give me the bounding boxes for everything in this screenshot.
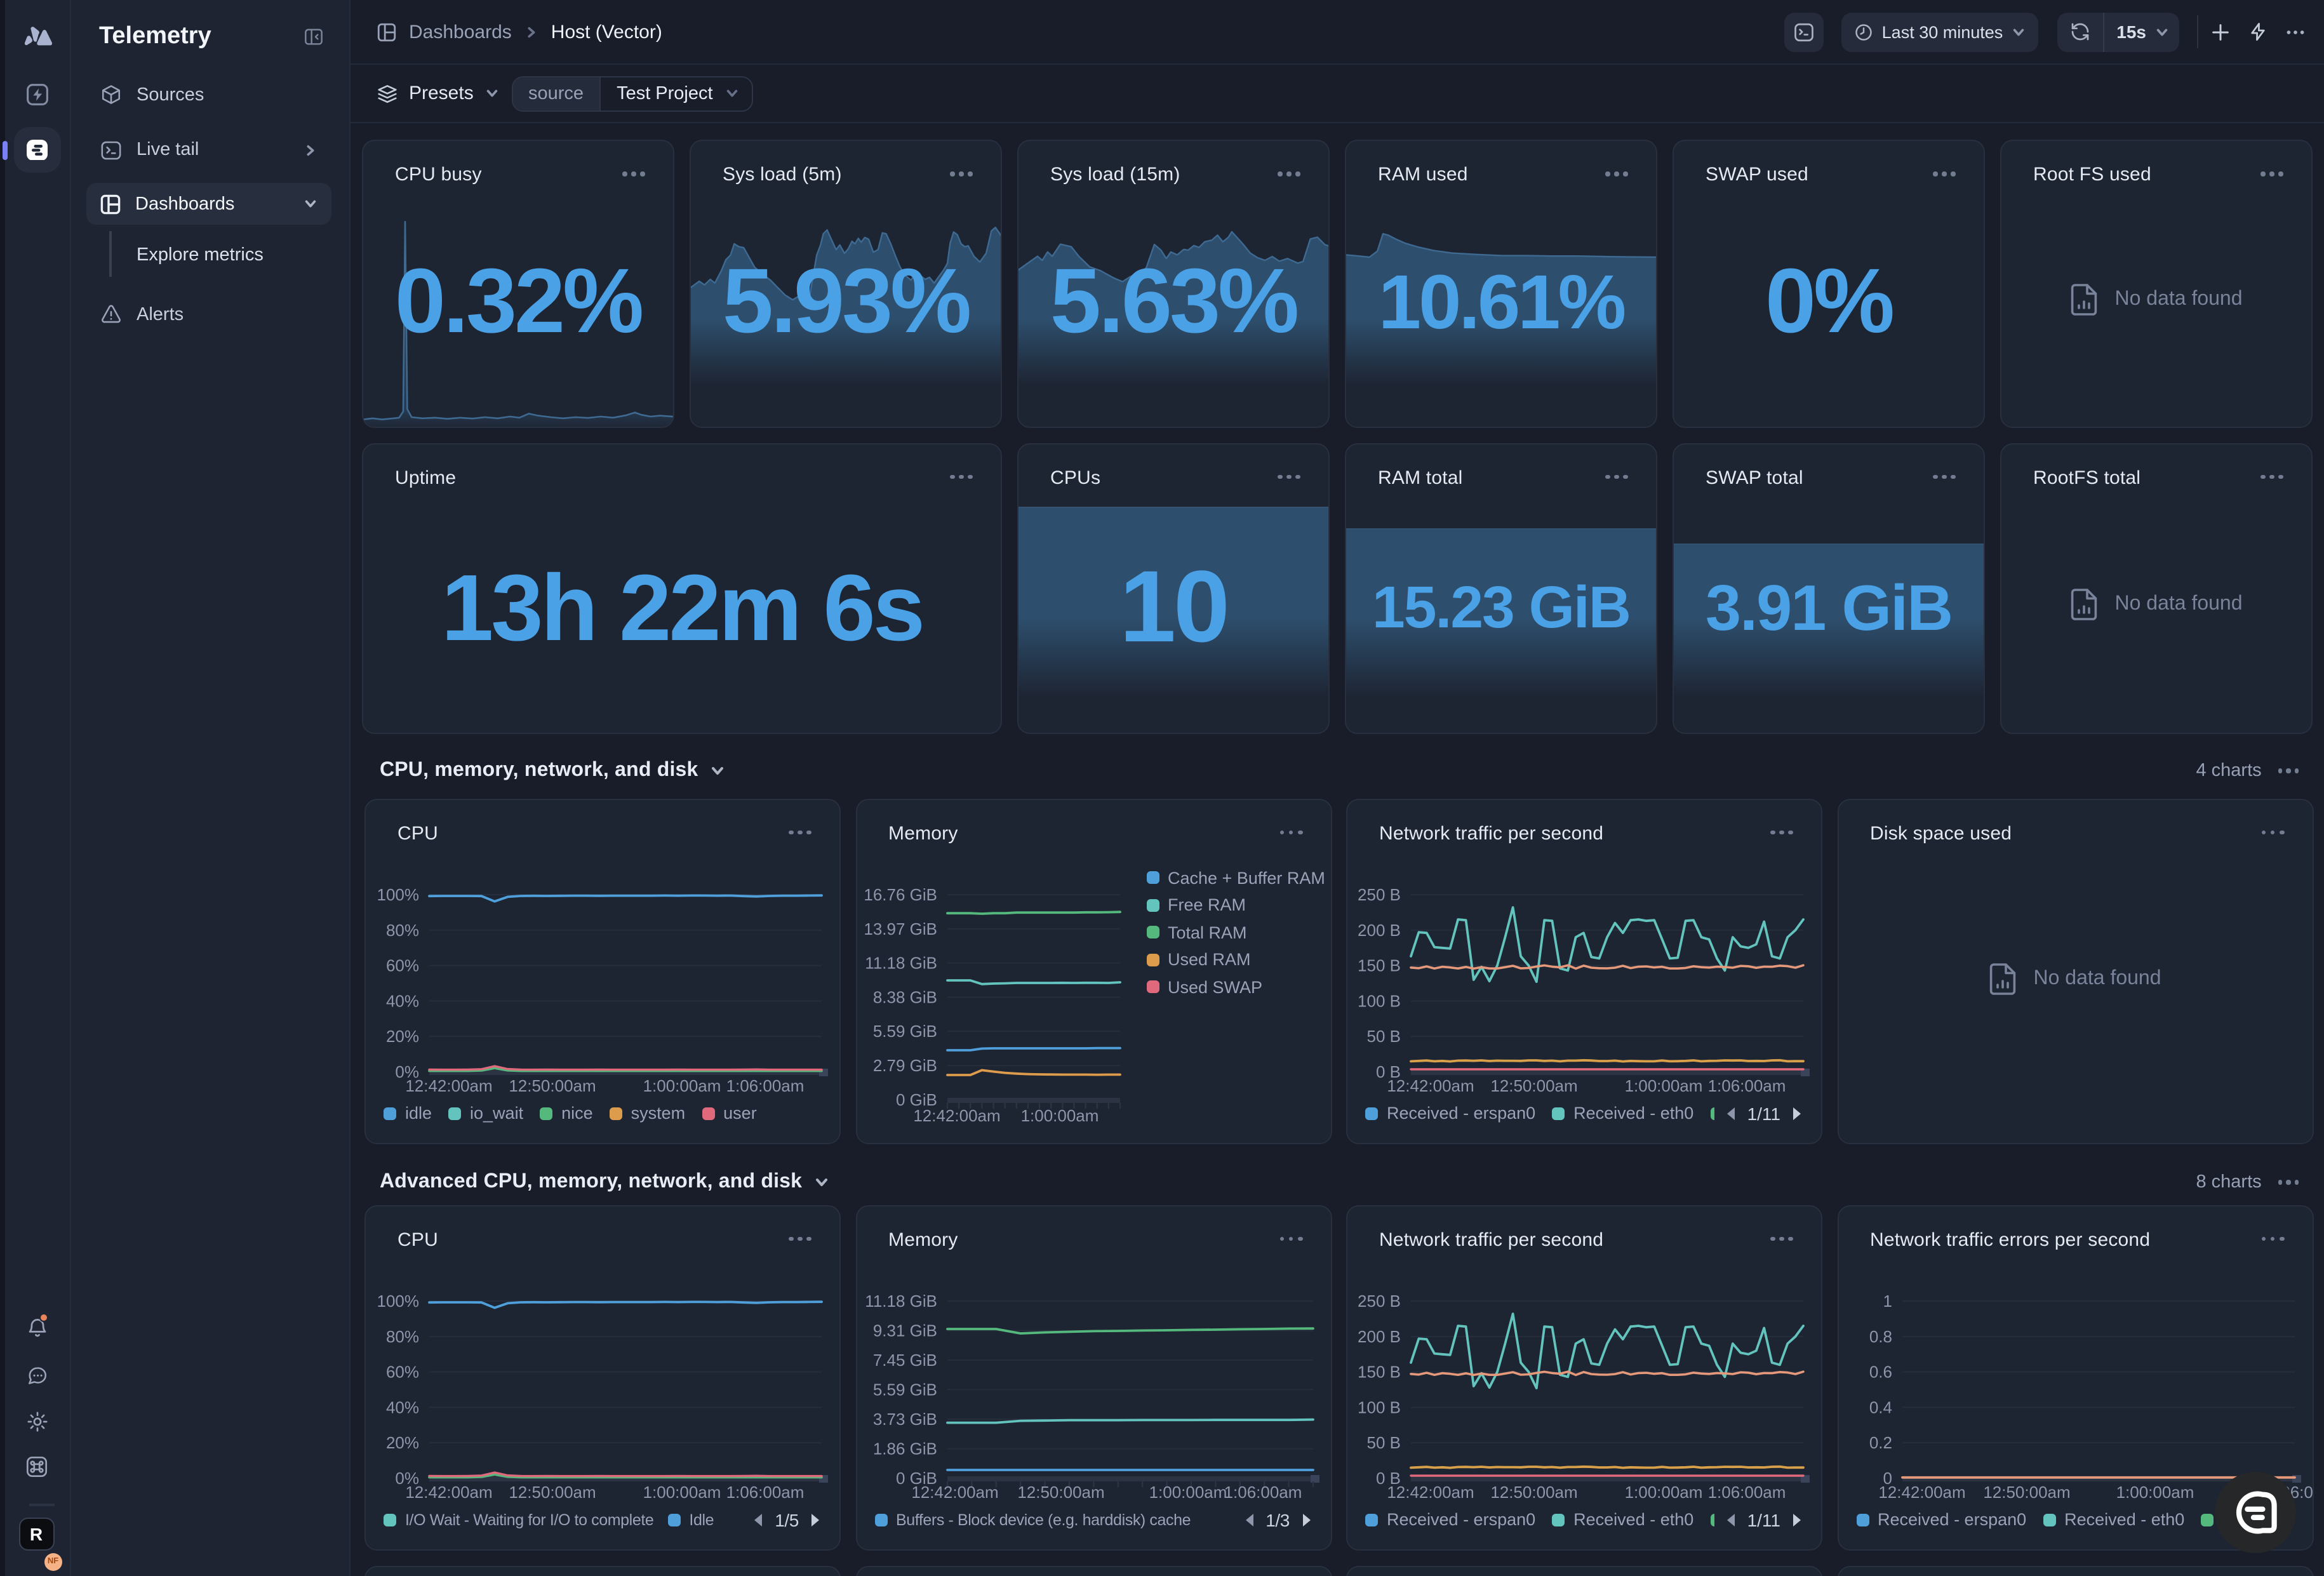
- svg-text:200 B: 200 B: [1358, 1326, 1401, 1346]
- svg-text:60%: 60%: [386, 1362, 419, 1381]
- svg-text:12:50:00am: 12:50:00am: [1017, 1482, 1104, 1501]
- svg-text:250 B: 250 B: [1358, 1291, 1401, 1310]
- svg-text:1:00:00am: 1:00:00am: [2116, 1482, 2194, 1501]
- svg-text:2.79 GiB: 2.79 GiB: [872, 1055, 937, 1074]
- svg-text:9.31 GiB: 9.31 GiB: [872, 1321, 937, 1340]
- svg-text:1:06:00am: 1:06:00am: [726, 1482, 805, 1501]
- svg-text:7.45 GiB: 7.45 GiB: [872, 1350, 937, 1369]
- svg-text:1:00:00am: 1:00:00am: [643, 1482, 721, 1501]
- svg-text:0%: 0%: [395, 1062, 419, 1081]
- svg-text:0 B: 0 B: [1376, 1468, 1401, 1487]
- svg-text:0: 0: [1883, 1468, 1892, 1487]
- svg-text:0.6: 0.6: [1869, 1362, 1892, 1381]
- svg-text:13.97 GiB: 13.97 GiB: [863, 919, 937, 938]
- svg-text:1: 1: [1883, 1291, 1892, 1310]
- svg-text:150 B: 150 B: [1358, 956, 1401, 975]
- svg-text:12:50:00am: 12:50:00am: [1490, 1482, 1577, 1501]
- svg-text:12:42:00am: 12:42:00am: [405, 1076, 492, 1095]
- svg-text:0 GiB: 0 GiB: [895, 1090, 937, 1109]
- svg-text:1:06:00am: 1:06:00am: [1708, 1482, 1786, 1501]
- svg-text:8.38 GiB: 8.38 GiB: [872, 987, 937, 1006]
- svg-text:1:06:00am: 1:06:00am: [726, 1076, 805, 1095]
- svg-text:3.73 GiB: 3.73 GiB: [872, 1409, 937, 1428]
- svg-text:12:42:00am: 12:42:00am: [405, 1482, 492, 1501]
- svg-text:1:00:00am: 1:00:00am: [1149, 1482, 1227, 1501]
- svg-text:5.59 GiB: 5.59 GiB: [872, 1380, 937, 1399]
- svg-text:0 B: 0 B: [1376, 1062, 1401, 1081]
- svg-text:11.18 GiB: 11.18 GiB: [864, 953, 937, 972]
- svg-text:12:42:00am: 12:42:00am: [912, 1105, 999, 1125]
- svg-text:1:06:00am: 1:06:00am: [1224, 1482, 1302, 1501]
- svg-text:100 B: 100 B: [1358, 1397, 1401, 1416]
- svg-text:80%: 80%: [386, 920, 419, 939]
- svg-text:1:00:00am: 1:00:00am: [643, 1076, 721, 1095]
- svg-text:12:42:00am: 12:42:00am: [1387, 1482, 1474, 1501]
- svg-text:0.4: 0.4: [1869, 1397, 1892, 1416]
- svg-text:12:50:00am: 12:50:00am: [1982, 1482, 2069, 1501]
- svg-text:150 B: 150 B: [1358, 1362, 1401, 1381]
- svg-text:5.59 GiB: 5.59 GiB: [872, 1021, 937, 1040]
- svg-text:12:42:00am: 12:42:00am: [911, 1482, 998, 1501]
- svg-text:12:50:00am: 12:50:00am: [509, 1482, 596, 1501]
- svg-text:80%: 80%: [386, 1326, 419, 1346]
- svg-text:12:50:00am: 12:50:00am: [509, 1076, 596, 1095]
- svg-text:100 B: 100 B: [1358, 991, 1401, 1010]
- svg-text:20%: 20%: [386, 1432, 419, 1452]
- svg-text:0 GiB: 0 GiB: [895, 1468, 937, 1487]
- svg-text:50 B: 50 B: [1367, 1026, 1401, 1045]
- svg-text:1:06:00am: 1:06:00am: [1708, 1076, 1786, 1095]
- svg-text:16.76 GiB: 16.76 GiB: [863, 885, 937, 904]
- svg-text:20%: 20%: [386, 1026, 419, 1045]
- svg-text:12:42:00am: 12:42:00am: [1387, 1076, 1474, 1095]
- svg-text:1:00:00am: 1:00:00am: [1625, 1076, 1703, 1095]
- svg-text:250 B: 250 B: [1358, 885, 1401, 904]
- svg-text:11.18 GiB: 11.18 GiB: [864, 1291, 937, 1310]
- svg-text:100%: 100%: [377, 1291, 420, 1310]
- svg-text:40%: 40%: [386, 1397, 419, 1416]
- svg-text:50 B: 50 B: [1367, 1432, 1401, 1452]
- svg-text:0.8: 0.8: [1869, 1326, 1892, 1346]
- svg-text:40%: 40%: [386, 991, 419, 1010]
- svg-text:60%: 60%: [386, 956, 419, 975]
- svg-text:0%: 0%: [395, 1468, 419, 1487]
- svg-text:12:42:00am: 12:42:00am: [1878, 1482, 1965, 1501]
- svg-text:100%: 100%: [377, 885, 420, 904]
- svg-text:1.86 GiB: 1.86 GiB: [872, 1439, 937, 1458]
- svg-text:200 B: 200 B: [1358, 920, 1401, 939]
- svg-text:1:00:00am: 1:00:00am: [1625, 1482, 1703, 1501]
- svg-text:12:50:00am: 12:50:00am: [1490, 1076, 1577, 1095]
- svg-text:1:00:00am: 1:00:00am: [1020, 1105, 1099, 1125]
- svg-text:0.2: 0.2: [1869, 1432, 1892, 1452]
